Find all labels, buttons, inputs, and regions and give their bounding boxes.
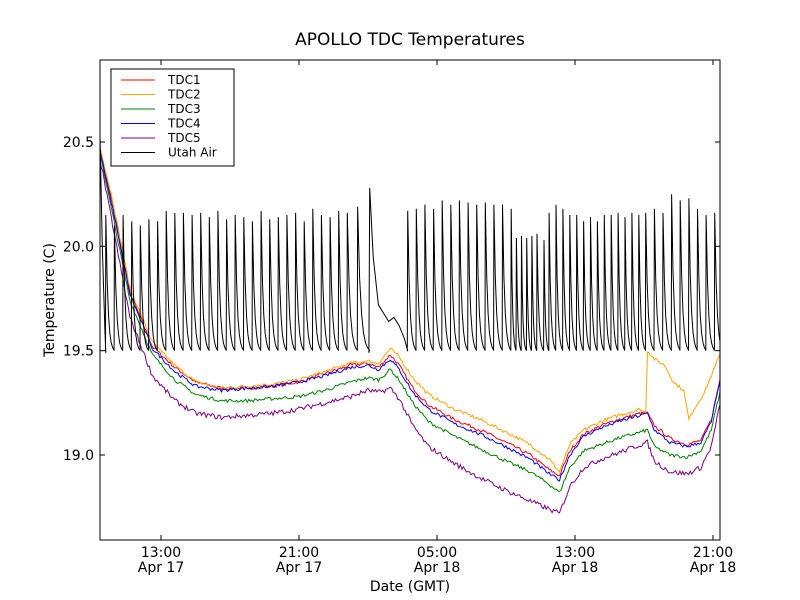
x-tick-label: 21:00	[693, 545, 733, 561]
legend-label: TDC5	[167, 131, 201, 145]
series-line-tdc4	[100, 148, 720, 482]
x-tick-date-label: Apr 18	[690, 560, 736, 576]
x-tick-label: 05:00	[417, 545, 457, 561]
y-tick-label: 19.0	[63, 448, 94, 464]
x-tick-date-label: Apr 17	[276, 560, 322, 576]
y-tick-label: 20.5	[63, 135, 94, 151]
x-tick-label: 21:00	[279, 545, 319, 561]
y-tick-label: 19.5	[63, 344, 94, 360]
series-layer	[100, 131, 720, 514]
x-tick-label: 13:00	[555, 545, 595, 561]
legend-label: TDC1	[167, 73, 201, 87]
plot-frame	[99, 59, 721, 541]
series-line-utah-air	[100, 131, 720, 353]
x-axis-label: Date (GMT)	[370, 579, 450, 595]
series-line-tdc3	[100, 153, 720, 492]
x-tick-date-label: Apr 17	[138, 560, 184, 576]
legend-label: TDC4	[167, 117, 201, 131]
legend-label: Utah Air	[168, 146, 217, 160]
chart-title: APOLLO TDC Temperatures	[295, 30, 525, 50]
series-line-tdc2	[100, 146, 720, 474]
series-line-tdc5	[100, 160, 720, 514]
y-tick-label: 20.0	[63, 239, 94, 255]
legend-label: TDC2	[167, 88, 201, 102]
x-tick-date-label: Apr 18	[414, 560, 460, 576]
legend-label: TDC3	[167, 102, 201, 116]
x-tick-label: 13:00	[141, 545, 181, 561]
y-axis-label: Temperature (C)	[42, 243, 58, 358]
legend-box	[110, 68, 235, 167]
x-tick-date-label: Apr 18	[552, 560, 598, 576]
